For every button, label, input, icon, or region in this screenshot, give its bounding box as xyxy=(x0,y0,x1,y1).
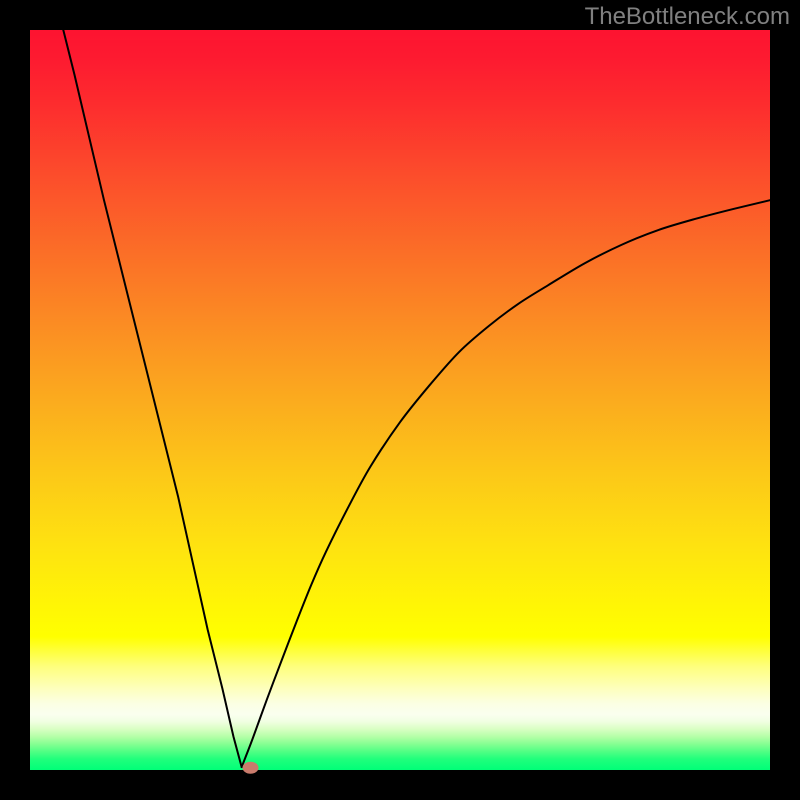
plot-area xyxy=(30,30,770,770)
optimal-point-marker xyxy=(243,762,259,774)
chart-svg: TheBottleneck.com xyxy=(0,0,800,800)
chart-container: TheBottleneck.com xyxy=(0,0,800,800)
watermark-text: TheBottleneck.com xyxy=(585,3,790,30)
